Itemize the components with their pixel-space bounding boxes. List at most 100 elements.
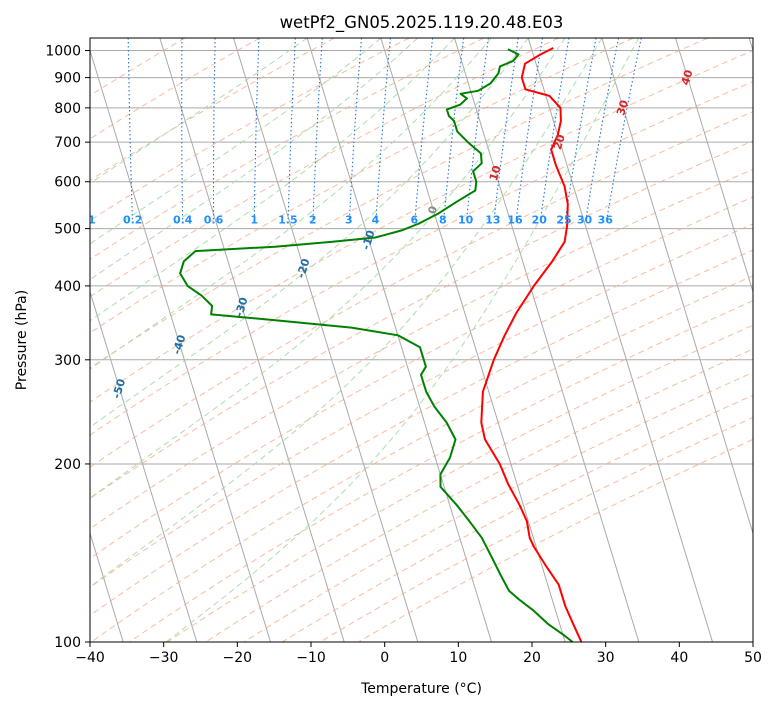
dry-adiabat xyxy=(90,223,753,588)
isotherm-label: 10 xyxy=(487,164,504,183)
isotherm-gridline xyxy=(601,38,753,535)
dewpoint-profile xyxy=(179,48,574,642)
x-tick-label: −30 xyxy=(149,650,179,666)
isotherm-gridline xyxy=(159,38,345,642)
mixing-ratio-label: 25 xyxy=(556,214,571,227)
isotherm-gridline xyxy=(90,531,124,642)
y-axis: 100 200 300 400 500 600 700 800 900 1000 xyxy=(45,44,90,651)
isotherm-label: 40 xyxy=(679,68,696,87)
dry-adiabat xyxy=(281,394,753,642)
isotherm-label: 20 xyxy=(551,133,568,152)
moist-adiabat xyxy=(90,38,566,499)
isotherm-label: 30 xyxy=(614,98,631,117)
x-tick-label: 10 xyxy=(449,650,467,666)
isotherm-gridline xyxy=(233,38,419,642)
dry-adiabat xyxy=(90,81,753,436)
isotherm-label: -30 xyxy=(232,295,250,318)
y-tick-label: 900 xyxy=(54,71,81,87)
isotherm-label: 0 xyxy=(426,204,441,215)
chart-title: wetPf2_GN05.2025.119.20.48.E03 xyxy=(280,13,564,33)
mixing-ratio-label: 1 xyxy=(250,214,258,227)
dry-adiabat xyxy=(90,196,753,560)
isotherm-gridline xyxy=(454,38,640,642)
mixing-ratio-label: 1.5 xyxy=(278,214,298,227)
y-tick-label: 600 xyxy=(54,175,81,191)
moist-adiabat xyxy=(165,38,640,642)
plot-area xyxy=(90,38,753,642)
dry-adiabat xyxy=(319,416,753,642)
y-tick-label: 800 xyxy=(54,101,81,117)
temperature-profile xyxy=(480,47,583,642)
y-tick-label: 300 xyxy=(54,353,81,369)
x-tick-label: −20 xyxy=(223,650,253,666)
mixing-ratio-label: 2 xyxy=(309,214,317,227)
mixing-ratio-label: 6 xyxy=(411,214,419,227)
mixing-ratio-label: 20 xyxy=(532,214,548,227)
mixing-ratio-line xyxy=(606,38,642,220)
mixing-ratio-line xyxy=(564,38,597,220)
moist-adiabat xyxy=(90,38,529,428)
moist-adiabat xyxy=(90,38,603,588)
x-tick-label: −10 xyxy=(296,650,326,666)
x-tick-label: 30 xyxy=(597,650,615,666)
y-axis-label: Pressure (hPa) xyxy=(14,290,30,390)
isotherm-gridline xyxy=(675,38,753,294)
dry-adiabat xyxy=(129,300,753,642)
mixing-ratio-label: 13 xyxy=(485,214,500,227)
dry-adiabat xyxy=(358,438,753,642)
mixing-ratio-label: 16 xyxy=(507,214,523,227)
dry-adiabat xyxy=(90,38,410,222)
dry-adiabat xyxy=(90,249,753,617)
moist-adiabat xyxy=(90,38,419,281)
isotherm-label: -40 xyxy=(170,333,188,356)
y-tick-label: 700 xyxy=(54,135,81,151)
y-tick-label: 1000 xyxy=(45,44,81,60)
y-tick-label: 200 xyxy=(54,457,81,473)
moist-adiabat xyxy=(90,38,308,184)
mixing-ratio-label: 36 xyxy=(598,214,614,227)
isotherm-gridline xyxy=(90,290,198,642)
isotherm-gridline xyxy=(527,38,714,642)
mixing-ratio-label: 30 xyxy=(577,214,593,227)
moist-adiabat xyxy=(90,38,492,370)
isotherm-label: -50 xyxy=(110,377,128,400)
dry-adiabat xyxy=(205,348,753,642)
mixing-ratio-label: 3 xyxy=(345,214,353,227)
moist-adiabat xyxy=(90,38,382,245)
x-tick-label: −40 xyxy=(75,650,105,666)
mixing-ratio-line xyxy=(585,38,620,220)
dry-adiabat xyxy=(91,275,753,642)
y-tick-label: 400 xyxy=(54,279,81,295)
mixing-ratio-line xyxy=(540,38,570,220)
mixing-ratio-label: 0.1 xyxy=(76,214,96,227)
dry-adiabat xyxy=(167,324,753,642)
mixing-ratio-label: 0.4 xyxy=(173,214,193,227)
isotherm-gridline xyxy=(380,38,566,642)
mixing-ratio-line xyxy=(493,38,519,220)
mixing-ratio-label: 4 xyxy=(372,214,380,227)
mixing-ratio-line xyxy=(515,38,544,220)
mixing-ratio-label: 0.2 xyxy=(123,214,143,227)
x-tick-label: 20 xyxy=(523,650,541,666)
plot-frame xyxy=(89,37,754,643)
y-tick-label: 500 xyxy=(54,222,81,238)
x-axis-label: Temperature (°C) xyxy=(360,681,482,697)
mixing-ratio-label: 10 xyxy=(458,214,474,227)
mixing-ratio-label: 8 xyxy=(439,214,447,227)
y-tick-label: 100 xyxy=(54,635,81,651)
x-axis: −40 −30 −20 −10 0 10 20 30 40 50 xyxy=(75,642,762,666)
dry-adiabat xyxy=(90,38,634,334)
isotherm-gridline xyxy=(306,38,493,642)
plot-annotations: 0.1 0.2 0.4 0.6 1 1.5 2 3 4 6 8 10 13 16 20 25 30 36 -10 0 -… xyxy=(76,68,696,400)
isotherm-label: -10 xyxy=(359,228,377,251)
isotherm-gridline xyxy=(90,48,272,642)
dry-adiabat xyxy=(243,371,753,642)
x-tick-label: 40 xyxy=(670,650,688,666)
mixing-ratio-label: 0.6 xyxy=(204,214,224,227)
x-tick-label: 50 xyxy=(744,650,762,666)
mixing-ratio-line xyxy=(466,38,489,220)
isotherm-label: -20 xyxy=(294,257,312,280)
dry-adiabat xyxy=(90,111,753,468)
